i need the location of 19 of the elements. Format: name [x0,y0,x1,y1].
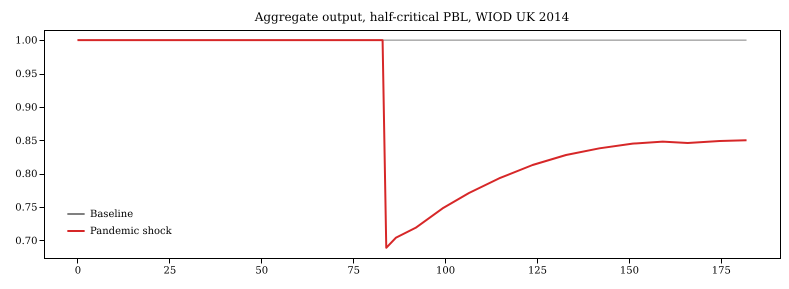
x-tick-label: 75 [347,266,360,276]
y-tick-label: 0.75 [15,202,38,214]
x-tick-label: 175 [712,266,731,276]
y-tick-label: 1.00 [15,36,38,47]
legend-label: Pandemic shock [90,226,173,237]
y-tick-label: 0.70 [15,236,38,247]
chart-title: Aggregate output, half-critical PBL, WIOD UK 2014 [254,10,570,24]
x-tick-label: 25 [163,266,176,276]
x-tick-label: 0 [74,266,82,276]
x-tick-label: 50 [255,266,268,276]
x-tick-label: 100 [436,266,456,276]
x-tick-label: 150 [620,266,639,276]
x-tick-label: 125 [528,266,548,276]
legend-label: Baseline [90,209,134,220]
y-tick-label: 0.95 [15,69,38,80]
y-tick-label: 0.85 [15,136,38,147]
y-tick-label: 0.90 [15,102,38,114]
y-tick-label: 0.80 [15,169,38,180]
line-series [76,39,748,249]
